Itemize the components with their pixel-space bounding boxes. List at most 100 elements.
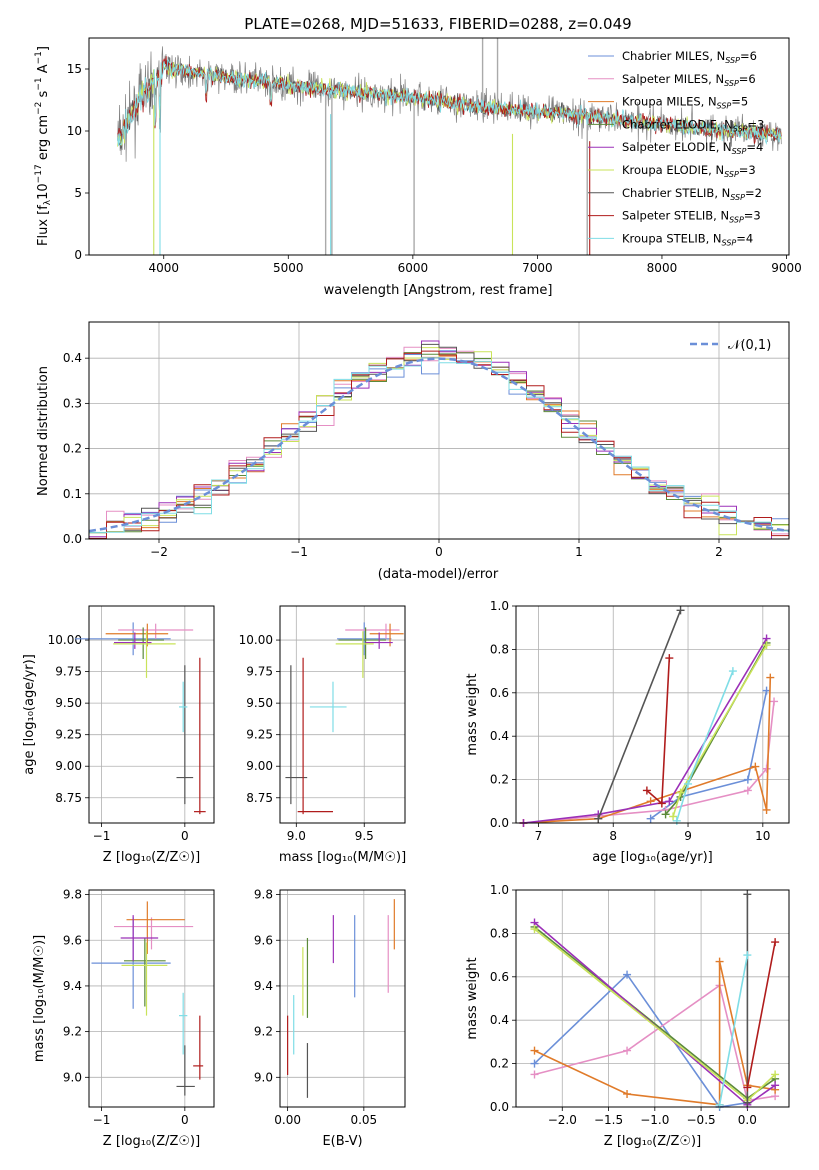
errorbar-point-kroupa_stelib: [179, 992, 188, 1055]
x-axis-label: Z [log₁₀(Z/Z☉)]: [103, 1134, 200, 1149]
plot-frame: [515, 605, 790, 824]
series-marker: [676, 606, 685, 615]
series-kroupa_miles: [530, 957, 780, 1109]
y-tick-label: 1.0: [490, 883, 509, 897]
x-axis-label: Z [log₁₀(Z/Z☉)]: [103, 850, 200, 865]
normal-distribution-curve: [88, 357, 790, 533]
x-tick-label: 1: [575, 545, 583, 559]
legend-entry-kroupa_miles: Kroupa MILES, NSSP=5: [588, 95, 748, 111]
x-tick-label: 9.0: [287, 829, 306, 843]
spectrum-xlabel: wavelength [Angstrom, rest frame]: [324, 283, 553, 298]
y-tick-label: 9.50: [55, 696, 82, 710]
errorbar-point-chabrier_elodie: [338, 627, 386, 659]
x-tick-label: 9: [684, 829, 692, 843]
y-tick-label: 9.75: [55, 665, 82, 679]
y-tick-label: 9.4: [63, 979, 82, 993]
y-axis-label: age [log₁₀(age/yr)]: [22, 654, 37, 775]
age-vs-mass-panel: 9.0 9.5 8.75 9.00 9.25 9.50 9.75 10.00 mass [log…: [239, 605, 406, 865]
y-tick-label: 9.8: [254, 888, 273, 902]
spectrum-lines: [117, 38, 782, 255]
y-tick-label: 0.4: [490, 729, 509, 743]
errorbar-point-salpeter_stelib: [194, 657, 206, 815]
residuals-frame: [88, 321, 790, 540]
legend-entry-salpeter_miles: Salpeter MILES, NSSP=6: [588, 72, 756, 88]
series-line: [718, 954, 749, 1105]
errorbar-point-kroupa_stelib: [309, 681, 347, 733]
y-axis-label: mass weight: [465, 957, 480, 1039]
legend-entry-salpeter_stelib: Salpeter STELIB, NSSP=3: [588, 209, 761, 225]
y-tick-label: 9.25: [246, 728, 273, 742]
y-tick-label: 9.0: [254, 1070, 273, 1084]
series-kroupa_elodie: [669, 641, 771, 821]
series-marker: [751, 762, 760, 771]
model-spectrum-kroupa_stelib: [117, 59, 782, 147]
x-tick-label: −2.0: [548, 1113, 577, 1127]
x-tick-label: −1.5: [594, 1113, 623, 1127]
x-tick-label: 6000: [398, 261, 429, 275]
series-marker: [715, 957, 724, 966]
legend-entry-salpeter_elodie: Salpeter ELODIE, NSSP=4: [588, 140, 763, 156]
errorbar-point-kroupa_elodie: [335, 631, 374, 678]
x-tick-label: 10: [755, 829, 770, 843]
legend-entry-chabrier_elodie: Chabrier ELODIE, NSSP=3: [588, 117, 764, 133]
y-tick-label: 9.50: [246, 696, 273, 710]
errorbar-point-salpeter_elodie: [114, 632, 152, 649]
y-tick-label: 9.2: [63, 1025, 82, 1039]
x-tick-label: 0.05: [350, 1113, 377, 1127]
series-chabrier_stelib: [743, 890, 752, 1107]
x-tick-label: 5000: [273, 261, 304, 275]
series-marker: [623, 1089, 632, 1098]
series-line: [597, 610, 682, 819]
y-tick-label: 0.6: [490, 686, 509, 700]
plot-frame: [88, 889, 215, 1108]
legend-label: Kroupa STELIB, NSSP=4: [622, 231, 753, 247]
x-tick-label: 8: [609, 829, 617, 843]
y-tick-label: 9.4: [254, 979, 273, 993]
series-marker: [743, 775, 752, 784]
residuals-ylabel: Normed distribution: [36, 366, 51, 496]
errorbar-point-chabrier_miles: [337, 622, 392, 656]
residuals-plot-area: −2 −1 0 1 2 0.0 0.1 0.2 0.3 0.4: [63, 322, 790, 559]
spectrum-plot-area: 4000 5000 6000 7000 8000 9000 0 5 10 15: [67, 38, 802, 275]
x-tick-label: 9000: [771, 261, 802, 275]
errorbar-point-chabrier_miles: [91, 917, 171, 1009]
series-marker: [684, 779, 693, 788]
spectrum-legend: Chabrier MILES, NSSP=6 Salpeter MILES, NS…: [588, 49, 764, 247]
series-line: [746, 941, 776, 1088]
legend-label: Salpeter ELODIE, NSSP=4: [622, 140, 763, 156]
y-tick-label: 0.2: [63, 442, 82, 456]
series-marker: [623, 1046, 632, 1055]
x-tick-label: −1.0: [640, 1113, 669, 1127]
y-axis-label: mass weight: [465, 673, 480, 755]
y-tick-label: 10.00: [48, 633, 82, 647]
errorbar-point-salpeter_elodie: [365, 632, 393, 649]
legend-entry-chabrier_miles: Chabrier MILES, NSSP=6: [588, 49, 757, 65]
series-marker: [743, 786, 752, 795]
spectrum-frame: [88, 37, 790, 256]
series-marker: [770, 697, 779, 706]
x-tick-label: 4000: [148, 261, 179, 275]
errorbar-point-salpeter_stelib: [193, 1015, 204, 1080]
y-tick-label: 0.0: [63, 532, 82, 546]
y-axis-label: mass [log₁₀(M/M☉)]: [32, 935, 47, 1062]
plot-frame: [279, 889, 406, 1108]
errorbar-point-kroupa_miles: [126, 901, 185, 954]
errorbar-point-chabrier_stelib: [176, 1045, 195, 1096]
series-marker: [762, 641, 771, 650]
residuals-panel: −2 −1 0 1 2 0.0 0.1 0.2 0.3 0.4 (data-model)/erro…: [36, 321, 790, 582]
series-marker: [665, 797, 674, 806]
x-tick-label: 0: [435, 545, 443, 559]
legend-label: Kroupa MILES, NSSP=5: [622, 95, 748, 111]
errorbar-point-salpeter_miles: [118, 623, 194, 639]
series-salpeter_elodie: [519, 634, 771, 827]
x-axis-label: Z [log₁₀(Z/Z☉)]: [604, 1134, 701, 1149]
errorbar-point-chabrier_stelib: [176, 665, 194, 805]
y-tick-label: 9.00: [55, 759, 82, 773]
series-chabrier_stelib: [594, 606, 685, 823]
errorbar-point-salpeter_stelib: [297, 657, 333, 815]
series-line: [672, 644, 768, 817]
x-tick-label: −1: [93, 829, 111, 843]
plot-frame: [279, 605, 406, 824]
series-marker: [762, 764, 771, 773]
y-tick-label: 5: [74, 186, 82, 200]
